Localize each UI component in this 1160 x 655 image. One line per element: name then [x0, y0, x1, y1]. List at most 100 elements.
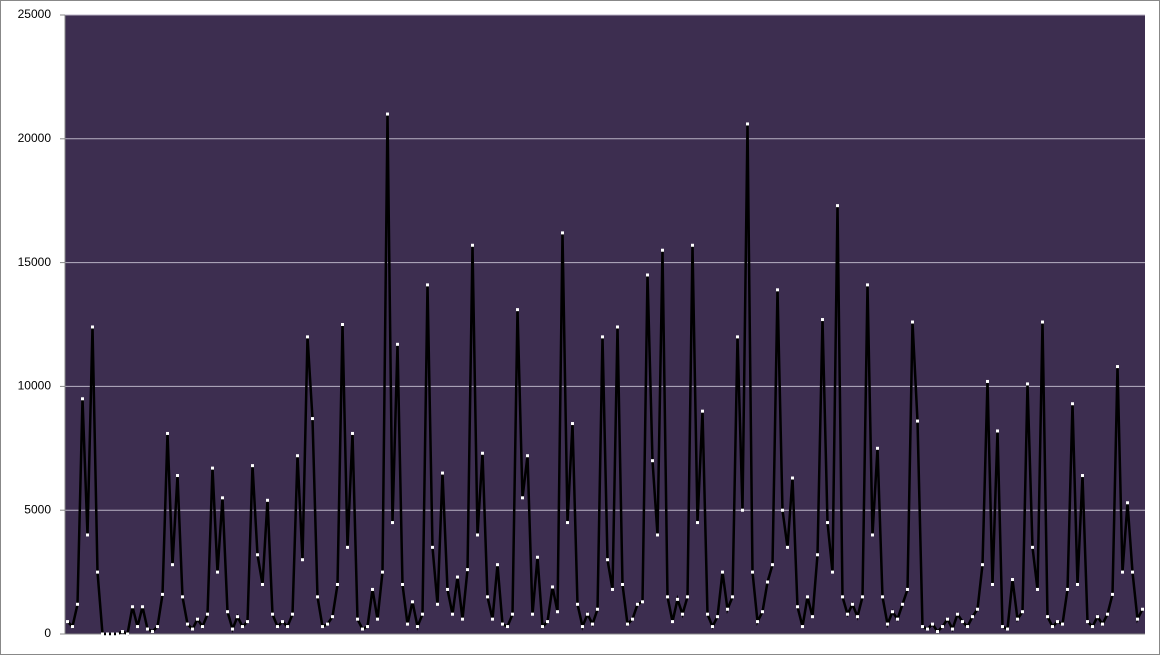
point-marker	[576, 602, 579, 606]
point-marker	[606, 558, 609, 562]
point-marker	[1096, 615, 1099, 619]
point-marker	[86, 533, 89, 537]
point-marker	[696, 521, 699, 525]
point-marker	[376, 617, 379, 621]
point-marker	[281, 620, 284, 624]
point-marker	[886, 622, 889, 626]
point-marker	[101, 632, 104, 636]
point-marker	[586, 612, 589, 616]
point-marker	[656, 533, 659, 537]
point-marker	[856, 615, 859, 619]
point-marker	[701, 409, 704, 413]
point-marker	[836, 204, 839, 208]
point-marker	[291, 612, 294, 616]
point-marker	[416, 625, 419, 629]
point-marker	[256, 553, 259, 557]
point-marker	[371, 587, 374, 591]
point-marker	[196, 617, 199, 621]
point-marker	[171, 563, 174, 567]
point-marker	[1066, 587, 1069, 591]
point-marker	[131, 605, 134, 609]
point-marker	[926, 627, 929, 631]
point-marker	[631, 617, 634, 621]
point-marker	[146, 627, 149, 631]
point-marker	[1016, 617, 1019, 621]
point-marker	[1086, 620, 1089, 624]
point-marker	[491, 617, 494, 621]
point-marker	[671, 620, 674, 624]
point-marker	[111, 632, 114, 636]
point-marker	[626, 622, 629, 626]
point-marker	[526, 454, 529, 458]
point-marker	[476, 533, 479, 537]
point-marker	[516, 308, 519, 312]
point-marker	[66, 620, 69, 624]
point-marker	[1036, 587, 1039, 591]
point-marker	[226, 610, 229, 614]
point-marker	[986, 379, 989, 383]
point-marker	[966, 625, 969, 629]
point-marker	[756, 620, 759, 624]
point-marker	[81, 397, 84, 401]
point-marker	[391, 521, 394, 525]
point-marker	[851, 602, 854, 606]
point-marker	[176, 474, 179, 478]
point-marker	[71, 625, 74, 629]
point-marker	[316, 595, 319, 599]
point-marker	[321, 625, 324, 629]
point-marker	[161, 592, 164, 596]
point-marker	[1041, 320, 1044, 324]
point-marker	[266, 498, 269, 502]
point-marker	[531, 612, 534, 616]
point-marker	[1001, 625, 1004, 629]
point-marker	[276, 625, 279, 629]
point-marker	[776, 288, 779, 292]
point-marker	[1136, 617, 1139, 621]
point-marker	[1021, 610, 1024, 614]
point-marker	[361, 627, 364, 631]
point-marker	[876, 446, 879, 450]
point-marker	[991, 582, 994, 586]
point-marker	[381, 570, 384, 574]
point-marker	[1051, 625, 1054, 629]
point-marker	[216, 570, 219, 574]
point-marker	[311, 417, 314, 421]
point-marker	[91, 325, 94, 329]
point-marker	[961, 620, 964, 624]
point-marker	[506, 625, 509, 629]
point-marker	[661, 248, 664, 252]
point-marker	[891, 610, 894, 614]
point-marker	[786, 545, 789, 549]
y-tick-label: 25000	[18, 7, 52, 21]
point-marker	[211, 466, 214, 470]
y-tick-label: 20000	[18, 131, 52, 145]
point-marker	[446, 587, 449, 591]
point-marker	[806, 595, 809, 599]
point-marker	[346, 545, 349, 549]
point-marker	[426, 283, 429, 287]
point-marker	[466, 568, 469, 572]
point-marker	[471, 243, 474, 247]
point-marker	[151, 630, 154, 634]
point-marker	[341, 323, 344, 326]
point-marker	[1056, 620, 1059, 624]
point-marker	[766, 580, 769, 584]
point-marker	[716, 615, 719, 619]
point-marker	[881, 595, 884, 599]
point-marker	[396, 342, 399, 346]
point-marker	[521, 496, 524, 500]
point-marker	[431, 545, 434, 549]
point-marker	[1106, 612, 1109, 616]
point-marker	[721, 570, 724, 574]
point-marker	[821, 318, 824, 322]
point-marker	[731, 595, 734, 599]
point-marker	[241, 625, 244, 629]
point-marker	[331, 615, 334, 619]
point-marker	[796, 605, 799, 609]
point-marker	[741, 508, 744, 512]
point-marker	[751, 570, 754, 574]
point-marker	[651, 459, 654, 463]
point-marker	[816, 553, 819, 557]
